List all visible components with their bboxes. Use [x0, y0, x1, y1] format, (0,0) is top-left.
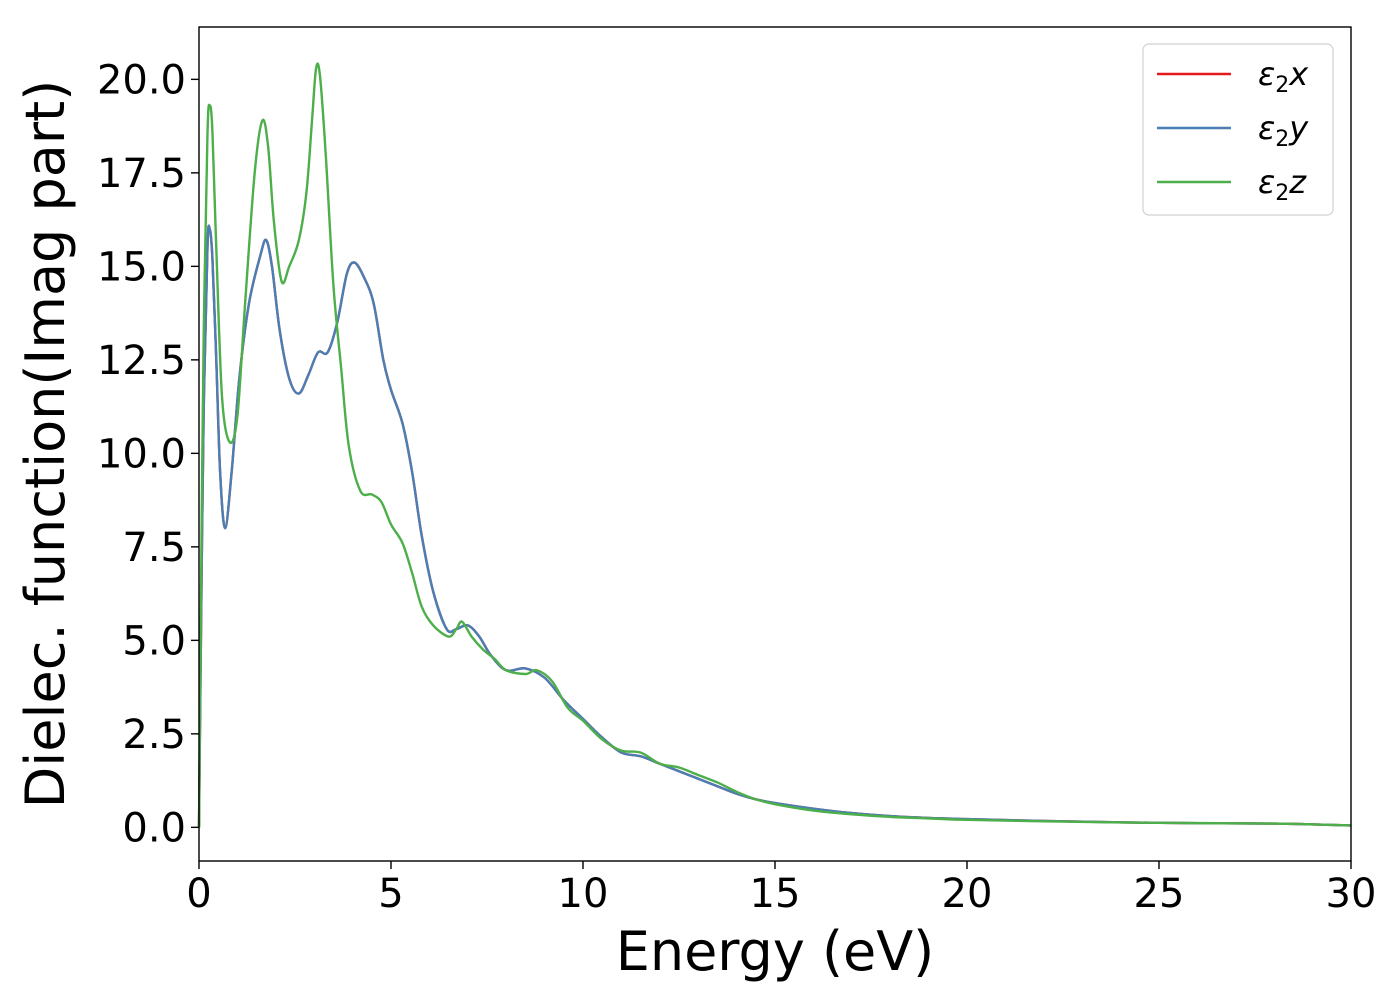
- y-axis: 0.0 2.5 5.0 7.5 10.0 12.5 15.0 17.5 20.0: [97, 57, 199, 851]
- legend-label-y: ε2y: [1258, 109, 1309, 152]
- y-axis-label: Dielec. function(Imag part): [14, 80, 77, 809]
- y-tick-label: 20.0: [97, 57, 186, 103]
- x-tick-label: 30: [1326, 871, 1377, 917]
- legend-label-z: ε2z: [1258, 163, 1307, 206]
- x-tick-label: 20: [942, 871, 993, 917]
- y-tick-label: 17.5: [97, 151, 186, 197]
- x-tick-label: 0: [186, 871, 211, 917]
- legend: ε2x ε2y ε2z: [1142, 43, 1334, 216]
- y-tick-label: 15.0: [97, 244, 186, 290]
- y-tick-label: 10.0: [97, 431, 186, 477]
- x-axis: 0 5 10 15 20 25 30: [186, 861, 1376, 917]
- y-tick-label: 0.0: [122, 805, 186, 851]
- series-line-y: [197, 224, 1352, 828]
- series-layer: [197, 62, 1352, 828]
- y-tick-label: 12.5: [97, 338, 186, 384]
- x-tick-label: 15: [750, 871, 801, 917]
- series-line-z: [197, 62, 1352, 828]
- y-tick-label: 2.5: [122, 712, 186, 758]
- x-tick-label: 5: [378, 871, 403, 917]
- legend-label-x: ε2x: [1258, 55, 1309, 98]
- x-axis-label: Energy (eV): [616, 920, 935, 983]
- y-tick-label: 7.5: [122, 525, 186, 571]
- legend-frame: [1142, 43, 1334, 216]
- y-tick-label: 5.0: [122, 618, 186, 664]
- x-tick-label: 25: [1134, 871, 1185, 917]
- x-tick-label: 10: [558, 871, 609, 917]
- series-line-x: [197, 224, 1352, 828]
